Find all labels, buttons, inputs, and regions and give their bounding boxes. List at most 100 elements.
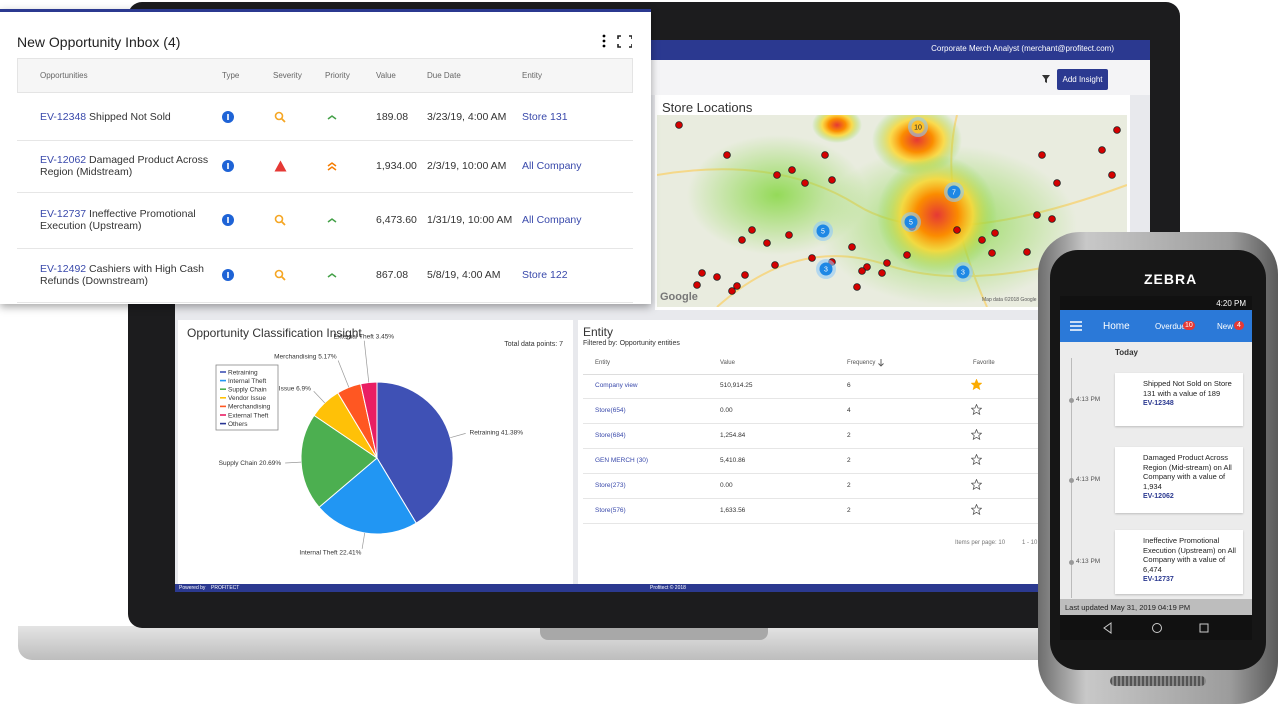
store-marker — [693, 281, 701, 289]
entity-panel: Entity Filtered by: Opportunity entities… — [578, 320, 1040, 584]
entity-cell: 510,914.25 — [720, 382, 753, 389]
leader-line — [285, 461, 302, 464]
entity-link[interactable]: All Company — [522, 160, 582, 172]
pie-slice[interactable] — [300, 414, 378, 508]
nav-buttons[interactable] — [1100, 621, 1215, 635]
opportunity-text: EV-12062 Damaged Product Across Region (… — [40, 154, 216, 178]
opportunity-cell[interactable]: EV-12062 Damaged Product Across Region (… — [40, 153, 216, 179]
entity-link[interactable]: Store(684) — [595, 432, 626, 439]
panel-title: Entity — [583, 325, 614, 339]
store-marker — [675, 121, 683, 129]
favorite-star[interactable] — [971, 429, 982, 440]
add-insight-label[interactable]: Add Insight — [1062, 75, 1103, 84]
laptop-notch — [540, 626, 768, 640]
entity-cell: 2 — [847, 457, 851, 464]
add-insight-button[interactable] — [1057, 69, 1108, 90]
pie-slice[interactable] — [360, 381, 378, 459]
last-updated-bar — [1060, 599, 1252, 615]
user-name[interactable]: Corporate Merch Analyst (merchant@profit… — [931, 44, 1114, 53]
item-id: EV-12737 — [1143, 576, 1174, 583]
store-marker — [698, 269, 706, 277]
filter-icon[interactable] — [1041, 74, 1051, 84]
priority-chevron — [327, 273, 337, 278]
store-marker — [713, 273, 721, 281]
favorite-star[interactable] — [971, 404, 982, 415]
entity-link[interactable]: Store(654) — [595, 407, 626, 414]
column-header: Severity — [273, 71, 302, 80]
cluster-marker[interactable] — [956, 265, 970, 279]
powered-by: Powered by — [179, 585, 206, 591]
entity-link[interactable]: Store(273) — [595, 482, 626, 489]
opportunity-id[interactable]: EV-12062 — [40, 154, 87, 166]
opportunity-cell[interactable]: EV-12348 Shipped Not Sold — [40, 104, 216, 130]
cluster-marker[interactable] — [904, 215, 918, 229]
inbox-menu-icons[interactable] — [600, 34, 632, 48]
pie-slice[interactable] — [376, 381, 454, 524]
type-icon — [222, 110, 234, 123]
header-rule — [583, 374, 1040, 375]
store-marker — [858, 267, 866, 275]
value-cell: 6,473.60 — [376, 214, 417, 226]
brand: PROFITECT — [211, 585, 240, 591]
severity-triangle — [274, 160, 287, 172]
severity-handle — [280, 275, 286, 281]
favorite-star[interactable] — [971, 504, 982, 515]
panel-subtitle: Total data points: 7 — [504, 341, 563, 348]
store-marker — [953, 226, 961, 234]
item-card[interactable]: Shipped Not Sold on Store 131 with a val… — [1115, 373, 1243, 426]
cluster-marker[interactable] — [947, 185, 961, 199]
opportunity-id[interactable]: EV-12737 — [40, 208, 87, 220]
tab-new[interactable]: New — [1217, 322, 1234, 331]
cluster-marker[interactable] — [816, 224, 830, 238]
column-header: Due Date — [427, 71, 461, 80]
menu-icon[interactable] — [1070, 321, 1082, 331]
opportunity-description: Cashiers with High Cash Refunds (Downstr… — [40, 263, 205, 287]
legend-label: Internal Theft — [228, 378, 266, 385]
pie-slice[interactable] — [318, 457, 417, 535]
opportunity-cell[interactable]: EV-12492 Cashiers with High Cash Refunds… — [40, 262, 216, 288]
item-card[interactable]: Damaged Product Across Region (Mid-strea… — [1115, 447, 1243, 513]
opportunity-cell[interactable]: EV-12737 Ineffective Promotional Executi… — [40, 207, 216, 233]
cluster-marker[interactable] — [911, 120, 925, 134]
opportunity-text: EV-12737 Ineffective Promotional Executi… — [40, 208, 216, 232]
store-marker — [723, 151, 731, 159]
cluster-count: 7 — [952, 190, 956, 197]
page-range: 1 - 10 — [1022, 540, 1038, 546]
opportunity-id[interactable]: EV-12492 — [40, 263, 87, 275]
entity-link[interactable]: Store 131 — [522, 110, 568, 123]
column-header[interactable]: Frequency — [847, 360, 876, 366]
map-credit: Map data ©2018 Google — [982, 297, 1037, 303]
leader-line — [361, 532, 366, 549]
legend-label: Merchandising — [228, 404, 271, 411]
store-marker — [1098, 146, 1106, 154]
entity-link[interactable]: GEN MERCH (30) — [595, 457, 649, 464]
item-card[interactable]: Ineffective Promotional Execution (Upstr… — [1115, 530, 1243, 594]
timeline-dot — [1069, 397, 1074, 403]
tab-overdue[interactable]: Overdue — [1155, 322, 1186, 331]
phone-brand: ZEBRA — [1144, 271, 1198, 287]
severity-icon — [274, 214, 286, 226]
store-marker — [808, 254, 816, 262]
opportunity-description: Ineffective Promotional Execution (Upstr… — [40, 208, 196, 232]
cluster-marker[interactable] — [819, 262, 833, 276]
cluster-count: 3 — [961, 270, 965, 277]
entity-link[interactable]: Store 122 — [522, 269, 568, 281]
store-marker — [991, 229, 999, 237]
favorite-star[interactable] — [971, 479, 982, 490]
priority-icon — [327, 162, 337, 171]
entity-link[interactable]: Store(576) — [595, 507, 626, 514]
leader-line — [337, 360, 350, 388]
heat-zone — [877, 155, 997, 275]
tab-home[interactable]: Home — [1103, 321, 1130, 332]
entity-link[interactable]: Company view — [595, 382, 638, 389]
severity-icon — [274, 160, 287, 172]
favorite-star[interactable] — [971, 379, 982, 390]
store-marker — [853, 283, 861, 291]
favorite-star[interactable] — [971, 454, 982, 465]
type-icon — [222, 269, 234, 281]
pie-chart: Retraining 41.38% Internal Theft 22.41% Su… — [215, 334, 523, 557]
opportunity-id[interactable]: EV-12348 — [40, 110, 87, 123]
entity-link[interactable]: All Company — [522, 214, 582, 226]
column-header: Entity — [595, 360, 611, 366]
value-cell: 867.08 — [376, 269, 409, 281]
